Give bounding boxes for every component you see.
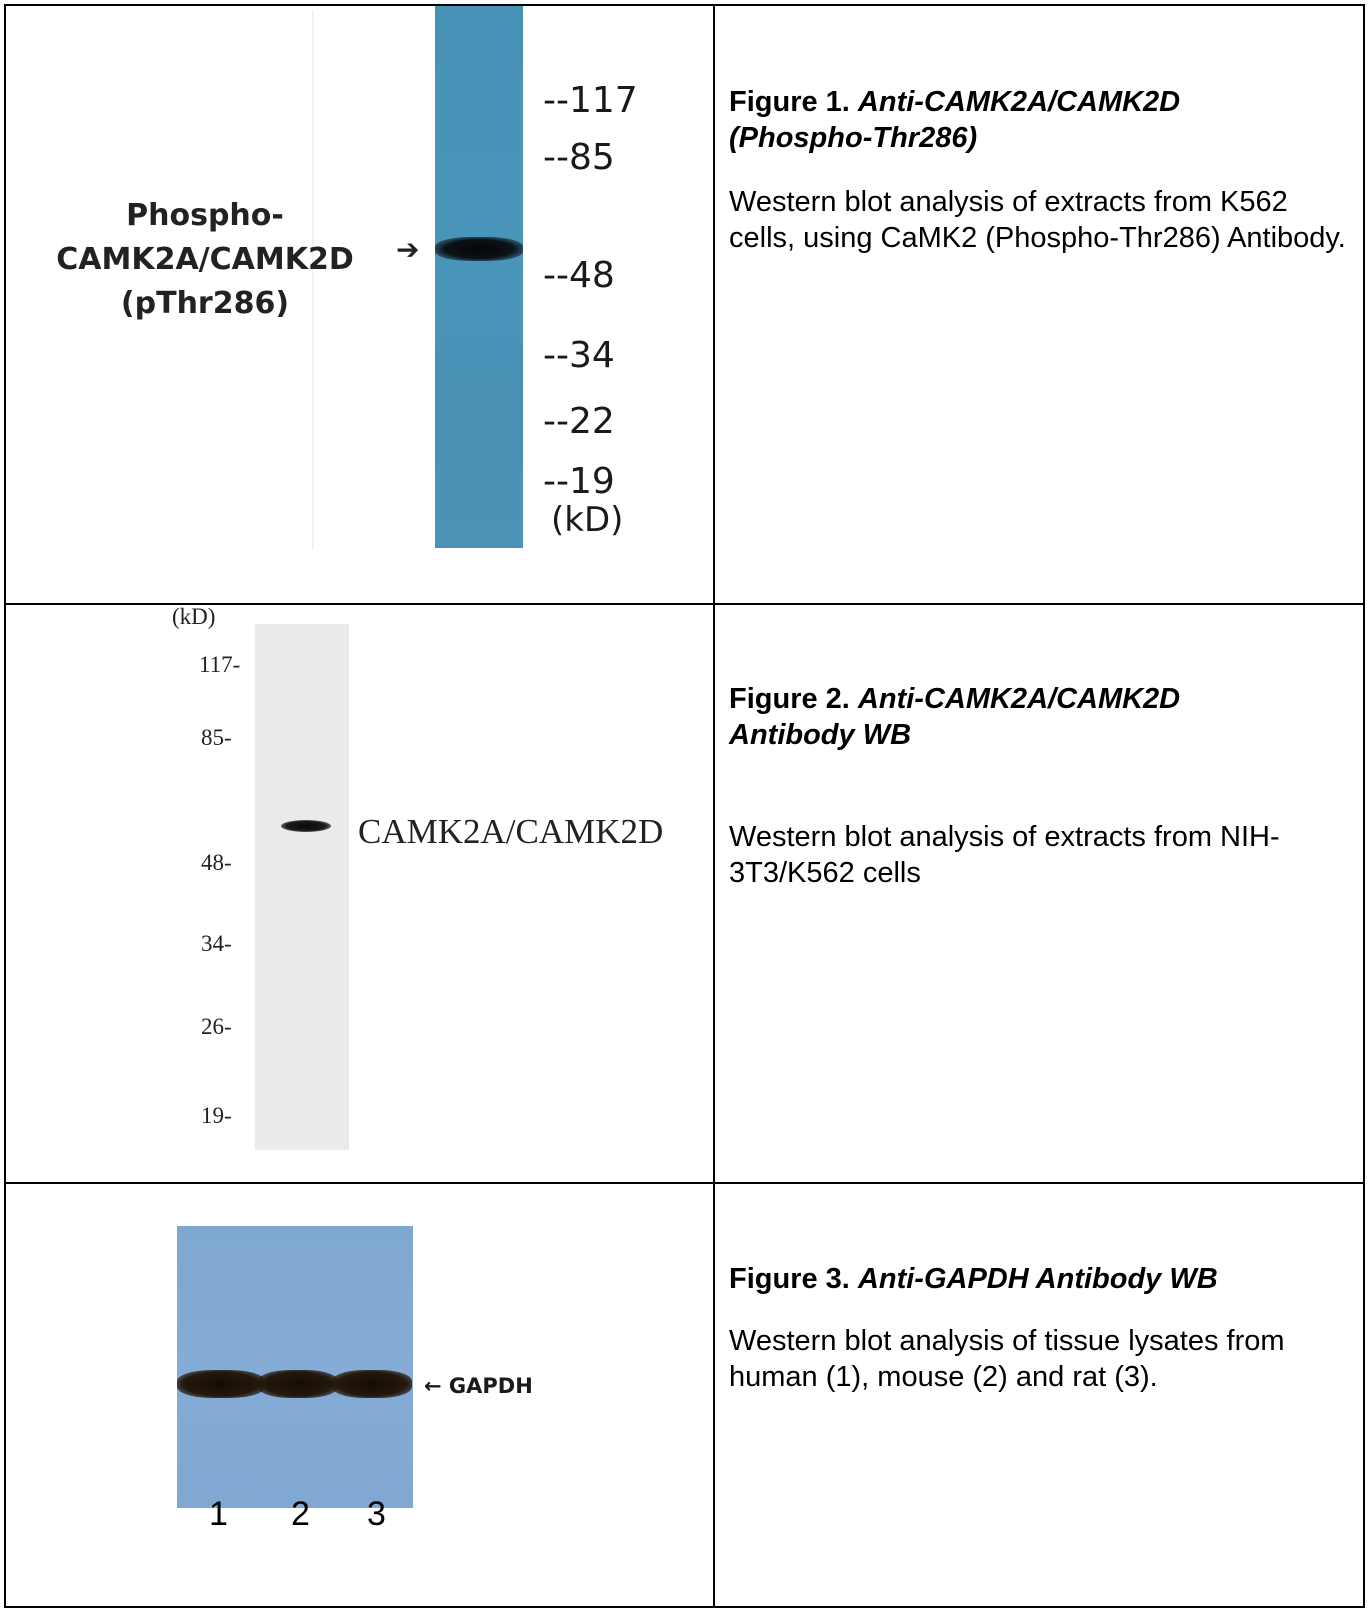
band-label: Phospho- CAMK2A/CAMK2D (pThr286) [40,194,370,326]
figure-number: Figure 3. [729,1263,850,1295]
mw-marker: --34 [543,335,615,376]
mw-marker: --117 [543,80,638,121]
figure-number: Figure 2. [729,683,850,715]
figure1-title: Figure 1. Anti-CAMK2A/CAMK2D (Phospho-Th… [729,84,1359,156]
arrow-icon: ➔ [396,233,420,266]
figure1-caption: Figure 1. Anti-CAMK2A/CAMK2D (Phospho-Th… [729,84,1359,256]
figure-title-italic: Anti-CAMK2A/CAMK2D [857,86,1181,118]
mw-marker: --19 [543,461,615,502]
blot-lane [435,6,523,548]
figure2-caption: Figure 2. Anti-CAMK2A/CAMK2D Antibody WB… [729,681,1359,891]
blot-band [435,237,523,261]
blot-band [258,1370,338,1398]
figure-number: Figure 1. [729,86,850,118]
mw-marker: 19- [201,1103,232,1128]
figure1-description: Western blot analysis of extracts from K… [729,186,1346,254]
figure2-description: Western blot analysis of extracts from N… [729,821,1280,889]
blot-band [281,820,331,832]
blot-lane [255,624,349,1150]
table-border-top [4,4,1365,6]
figure3-caption: Figure 3. Anti-GAPDH Antibody WB Western… [729,1261,1359,1395]
band-label-line: CAMK2A/CAMK2D [56,242,354,277]
mw-marker: --22 [543,401,615,442]
figure-title-italic: (Phospho-Thr286) [729,122,978,154]
band-label-line: Phospho- [126,198,284,233]
table-border-left [4,5,6,1608]
mw-marker: 117- [199,652,241,677]
figure3-description: Western blot analysis of tissue lysates … [729,1325,1285,1393]
blot-band [332,1370,412,1398]
faint-edge-line [312,10,314,550]
figure2-title: Figure 2. Anti-CAMK2A/CAMK2D Antibody WB [729,681,1359,753]
mw-marker: 85- [201,725,232,750]
row-divider-2 [4,1182,1365,1184]
lane-number: 1 [209,1495,228,1533]
column-divider [713,5,715,1608]
band-label: ← GAPDH [424,1374,533,1398]
figure3-title: Figure 3. Anti-GAPDH Antibody WB [729,1261,1359,1297]
table-border-bottom [4,1606,1365,1608]
table-border-right [1363,5,1365,1608]
mw-marker: 26- [201,1014,232,1039]
lane-number: 2 [291,1495,310,1533]
blot-membrane [177,1226,413,1508]
figure-title-italic: Antibody WB [729,719,912,751]
mw-marker: --48 [543,255,615,296]
mw-marker: 34- [201,931,232,956]
figure-title-italic: Anti-CAMK2A/CAMK2D [857,683,1181,715]
blot-band [177,1370,265,1398]
unit-label: (kD) [172,604,216,629]
band-label-line: (pThr286) [120,286,290,321]
unit-label: (kD) [551,500,624,540]
mw-marker: 48- [201,850,232,875]
mw-marker: --85 [543,137,615,178]
figure-title-italic: Anti-GAPDH Antibody WB [857,1263,1218,1295]
row-divider-1 [4,603,1365,605]
lane-number: 3 [367,1495,386,1533]
band-label: CAMK2A/CAMK2D [358,812,664,851]
